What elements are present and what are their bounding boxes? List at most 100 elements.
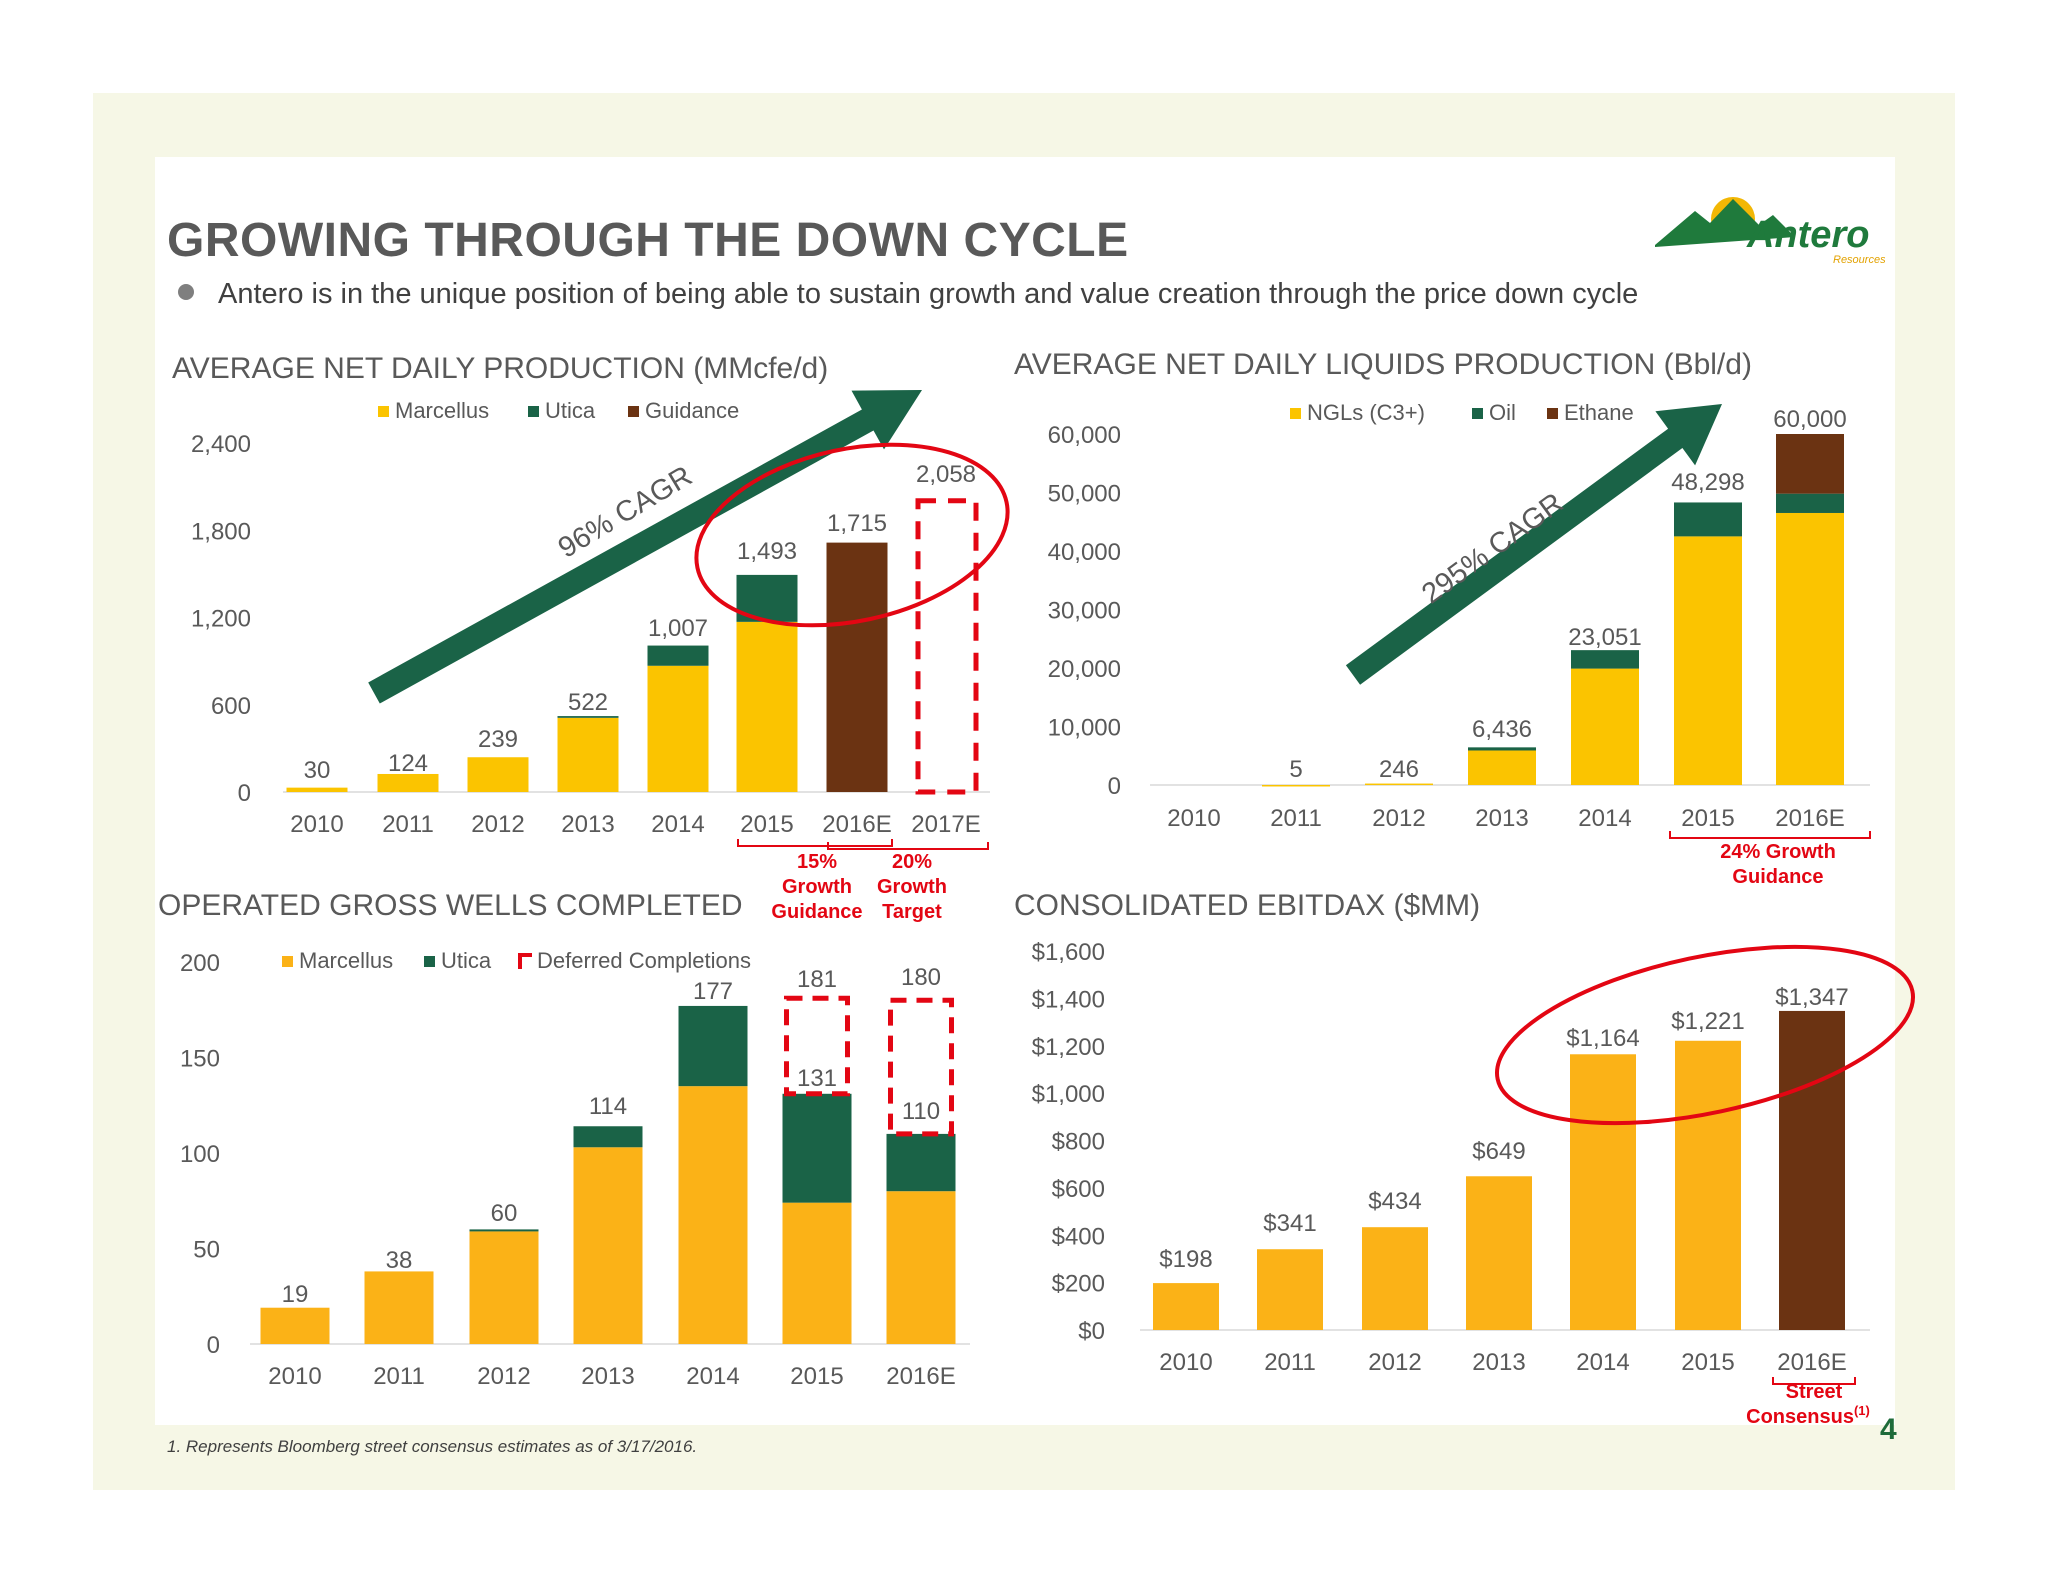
production-bar-marcellus	[736, 621, 798, 792]
liquids-bar-ngls	[1365, 783, 1433, 786]
wells-x-tick: 2016E	[886, 1363, 955, 1390]
production-bar-marcellus	[557, 717, 619, 792]
liquids-y-tick: 10,000	[1048, 715, 1121, 742]
ebitdax-value-label: $434	[1368, 1188, 1421, 1215]
liquids-bar-ethane	[1776, 434, 1844, 494]
wells-total-label: 19	[282, 1281, 309, 1308]
wells-x-tick: 2015	[790, 1363, 843, 1390]
liquids-y-tick: 40,000	[1048, 539, 1121, 566]
ebitdax-y-tick: $200	[1052, 1271, 1105, 1298]
production-total-label: 2,058	[916, 461, 976, 488]
liquids-x-tick: 2012	[1372, 805, 1425, 832]
production-bar-marcellus	[377, 773, 439, 792]
production-total-label: 30	[304, 757, 331, 784]
ebitdax-bar	[1570, 1054, 1636, 1330]
liquids-x-tick: 2013	[1475, 805, 1528, 832]
wells-legend-marcellus-label: Marcellus	[299, 948, 393, 973]
liquids-bar-ngls	[1674, 536, 1742, 785]
liquids-total-label: 48,298	[1671, 469, 1744, 496]
ebitdax-bar	[1466, 1176, 1532, 1330]
liquids-y-tick: 50,000	[1048, 481, 1121, 508]
liquids-cagr-label: 295% CAGR	[1416, 487, 1569, 610]
production-x-tick: 2011	[382, 811, 434, 838]
ebitdax-x-tick: 2010	[1159, 1349, 1212, 1376]
bullet-point: Antero is in the unique position of bein…	[178, 278, 1638, 311]
production-total-label: 239	[478, 726, 518, 753]
ebitdax-bar	[1153, 1283, 1219, 1330]
ebitdax-y-tick: $600	[1052, 1176, 1105, 1203]
wells-x-tick: 2010	[268, 1363, 321, 1390]
wells-total-label: 114	[589, 1093, 627, 1120]
wells-x-tick: 2012	[477, 1363, 530, 1390]
production-legend-guidance-swatch	[628, 406, 639, 417]
antero-logo: Antero Resources	[1655, 197, 1885, 266]
ebitdax-x-tick: 2016E	[1777, 1349, 1846, 1376]
wells-total-label: 177	[693, 978, 733, 1005]
production-y-tick: 600	[211, 693, 251, 720]
liquids-x-tick: 2016E	[1775, 805, 1844, 832]
production-x-tick: 2014	[651, 811, 704, 838]
ebitdax-bar	[1779, 1010, 1845, 1330]
liquids-legend-ngls-label: NGLs (C3+)	[1307, 400, 1425, 425]
ebitdax-y-tick: $800	[1052, 1129, 1105, 1156]
production-y-tick: 1,200	[191, 606, 251, 633]
liquids-legend-ethane-label: Ethane	[1564, 400, 1634, 425]
ebitdax-x-tick: 2015	[1681, 1349, 1734, 1376]
wells-total-label: 38	[386, 1247, 413, 1274]
liquids-y-tick: 30,000	[1048, 598, 1121, 625]
wells-inner-label: 110	[902, 1098, 940, 1125]
wells-x-tick: 2011	[373, 1363, 425, 1390]
wells-bar-marcellus	[469, 1231, 539, 1344]
wells-bar-utica	[573, 1126, 643, 1148]
ebitdax-bar	[1362, 1227, 1428, 1330]
production-bar-utica	[557, 716, 619, 718]
ebitdax-value-label: $198	[1159, 1246, 1212, 1273]
wells-y-tick: 50	[193, 1237, 220, 1264]
production-legend-utica-label: Utica	[545, 398, 596, 423]
wells-x-tick: 2013	[581, 1363, 634, 1390]
wells-total-label: 181	[797, 966, 837, 993]
production-total-label: 124	[388, 750, 428, 777]
wells-bar-utica	[469, 1229, 539, 1232]
ebitdax-highlight-ellipse	[1494, 944, 1916, 1126]
liquids-x-tick: 2014	[1578, 805, 1631, 832]
liquids-annotation: Guidance	[1732, 866, 1823, 888]
production-bar-utica	[647, 645, 709, 666]
wells-y-tick: 100	[180, 1141, 220, 1168]
production-total-label: 1,715	[827, 510, 887, 537]
liquids-bar-ngls	[1468, 750, 1536, 785]
production-bar-guidance	[826, 542, 888, 792]
wells-y-tick: 200	[180, 950, 220, 977]
ebitdax-value-label: $341	[1263, 1210, 1316, 1237]
ebitdax-value-label: $1,164	[1566, 1025, 1639, 1052]
production-y-tick: 0	[238, 780, 251, 807]
liquids-total-label: 23,051	[1568, 624, 1641, 651]
liquids-chart-title: AVERAGE NET DAILY LIQUIDS PRODUCTION (Bb…	[1014, 348, 1752, 381]
production-annotation: Growth	[877, 876, 947, 898]
liquids-bar-oil	[1776, 493, 1844, 513]
production-annotation: 20%	[892, 851, 932, 873]
wells-total-label: 60	[491, 1200, 518, 1227]
wells-bar-utica	[782, 1093, 852, 1203]
ebitdax-bar	[1675, 1040, 1741, 1330]
production-annotation: Target	[882, 901, 942, 923]
liquids-bar-oil	[1571, 650, 1639, 669]
wells-deferred-box	[784, 995, 850, 1097]
wells-legend-utica-swatch	[424, 956, 435, 967]
production-legend-marcellus-swatch	[378, 406, 389, 417]
ebitdax-y-tick: $0	[1078, 1318, 1105, 1345]
wells-deferred-box	[888, 997, 954, 1137]
production-total-label: 522	[568, 689, 608, 716]
wells-legend-deferred-swatch	[518, 953, 532, 969]
production-y-tick: 1,800	[191, 518, 251, 545]
liquids-bar-ngls	[1776, 512, 1844, 785]
wells-bar-marcellus	[573, 1147, 643, 1344]
production-bar-marcellus	[286, 787, 348, 792]
production-bar-marcellus	[467, 757, 529, 792]
wells-y-tick: 0	[207, 1332, 220, 1359]
liquids-y-tick: 0	[1108, 773, 1121, 800]
liquids-bar-oil	[1674, 502, 1742, 537]
ebitdax-value-label: $1,221	[1671, 1008, 1744, 1035]
production-x-tick: 2010	[290, 811, 343, 838]
liquids-bracket-guidance	[1669, 831, 1871, 839]
